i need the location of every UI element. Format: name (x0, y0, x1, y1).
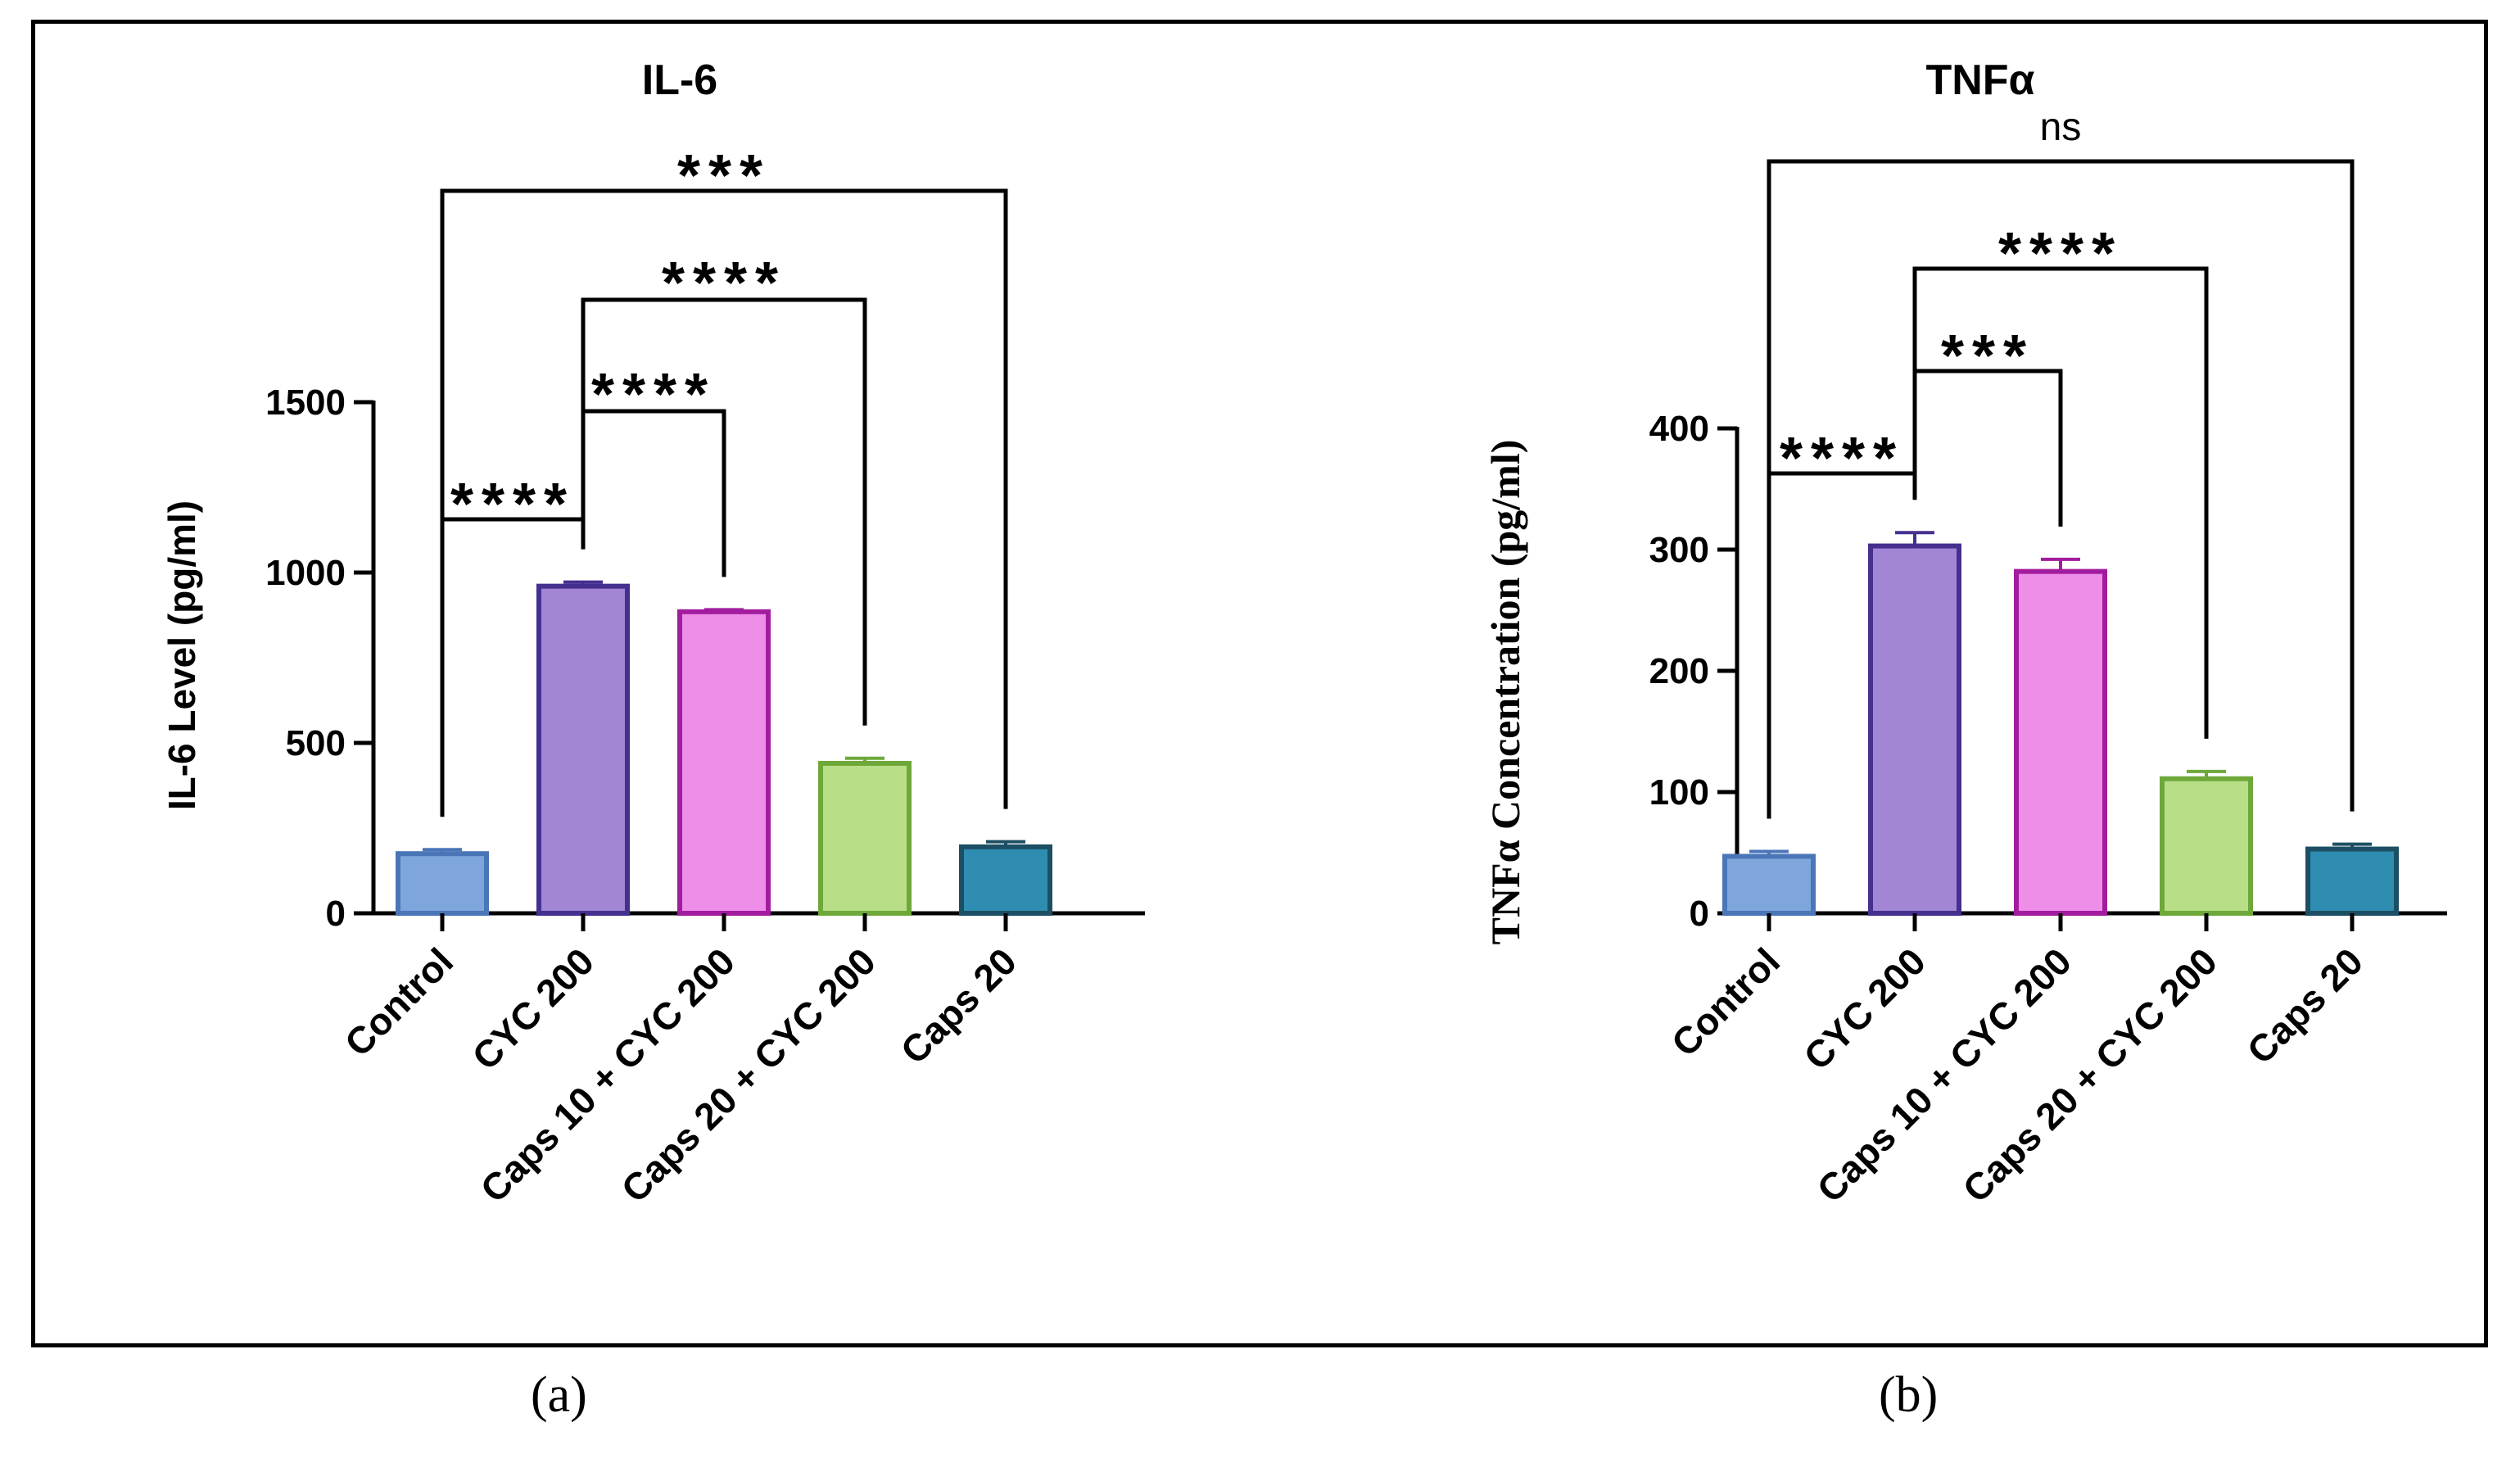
significance-bracket (581, 409, 726, 577)
significance-label: **** (662, 251, 786, 316)
bar-caps-20 (959, 844, 1052, 917)
significance-bracket (1912, 369, 2063, 527)
y-tick-label: 200 (1649, 651, 1709, 691)
x-tick-label: CYC 200 (1795, 940, 1934, 1078)
significance-label: **** (1780, 426, 1904, 491)
y-tick-label: 0 (1690, 894, 1709, 934)
figure-frame (31, 20, 2488, 1347)
bar-cyc-200 (1868, 543, 1961, 916)
panel-label-a: (a) (531, 1366, 587, 1424)
y-tick-label: 300 (1649, 530, 1709, 570)
x-tick-label: Control (337, 940, 461, 1064)
significance-label: **** (450, 472, 575, 537)
significance-bracket (1767, 159, 2355, 812)
x-tick-label: CYC 200 (464, 940, 602, 1078)
significance-label: **** (591, 362, 716, 428)
significance-bracket (440, 517, 586, 817)
significance-label: *** (677, 143, 771, 209)
bar-caps-10-cyc-200 (2014, 568, 2107, 916)
x-tick-label: Control (1663, 940, 1788, 1064)
panel-label-b-text: (b) (1879, 1367, 1939, 1423)
y-tick-label: 0 (326, 894, 346, 934)
y-axis-label: IL-6 Level (pg/ml) (161, 500, 203, 810)
bar-caps-20 (2305, 846, 2399, 917)
significance-label: **** (1998, 221, 2123, 287)
bar-caps-20-cyc-200 (818, 760, 912, 917)
significance-bracket (1912, 266, 2209, 739)
significance-bracket (440, 188, 1008, 809)
significance-bracket (581, 297, 867, 726)
panel-label-b: (b) (1879, 1366, 1938, 1424)
chart-panel-b: TNFα TNFα Concentration (pg/ml) 0 100 200 300… (1482, 57, 2447, 1211)
chart-title: TNFα (1925, 57, 2034, 104)
chart-panel-a: IL-6 IL-6 Level (pg/ml) 0 500 1000 1500 Contro… (161, 57, 1145, 1211)
y-tick-label: 1500 (265, 383, 346, 423)
panel-label-a-text: (a) (531, 1367, 587, 1423)
bar-caps-20-cyc-200 (2160, 776, 2253, 916)
y-tick-label: 100 (1649, 772, 1709, 813)
bar-cyc-200 (536, 583, 630, 916)
x-tick-label: Caps 10 + CYC 200 (472, 940, 743, 1211)
significance-label: *** (1941, 324, 2034, 389)
x-tick-label: Caps 20 + CYC 200 (1954, 940, 2225, 1211)
x-tick-label: Caps 20 (893, 940, 1025, 1072)
bar-control (1722, 853, 1816, 916)
x-tick-label: Caps 20 (2239, 940, 2372, 1072)
y-axis-label: TNFα Concentration (pg/ml) (1482, 440, 1528, 945)
significance-label: ns (2040, 106, 2082, 149)
x-tick-label: Caps 20 + CYC 200 (613, 940, 884, 1211)
bar-control (396, 851, 489, 916)
x-tick-label: Caps 10 + CYC 200 (1808, 940, 2079, 1211)
chart-title: IL-6 (642, 57, 717, 104)
significance-bracket (1767, 471, 1917, 819)
y-tick-label: 400 (1649, 409, 1709, 449)
bar-caps-10-cyc-200 (677, 609, 771, 917)
y-tick-label: 1000 (265, 553, 346, 593)
y-tick-label: 500 (286, 723, 346, 763)
